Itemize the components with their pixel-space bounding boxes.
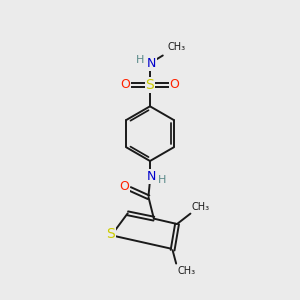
Text: N: N bbox=[147, 170, 156, 183]
Text: H: H bbox=[135, 55, 144, 65]
Text: CH₃: CH₃ bbox=[167, 42, 186, 52]
Text: H: H bbox=[158, 175, 167, 185]
Text: N: N bbox=[147, 57, 156, 70]
Text: S: S bbox=[106, 226, 115, 241]
Text: O: O bbox=[119, 180, 129, 193]
Text: O: O bbox=[121, 78, 130, 92]
Text: S: S bbox=[146, 78, 154, 92]
Text: O: O bbox=[169, 78, 179, 92]
Text: CH₃: CH₃ bbox=[177, 266, 195, 276]
Text: CH₃: CH₃ bbox=[192, 202, 210, 212]
